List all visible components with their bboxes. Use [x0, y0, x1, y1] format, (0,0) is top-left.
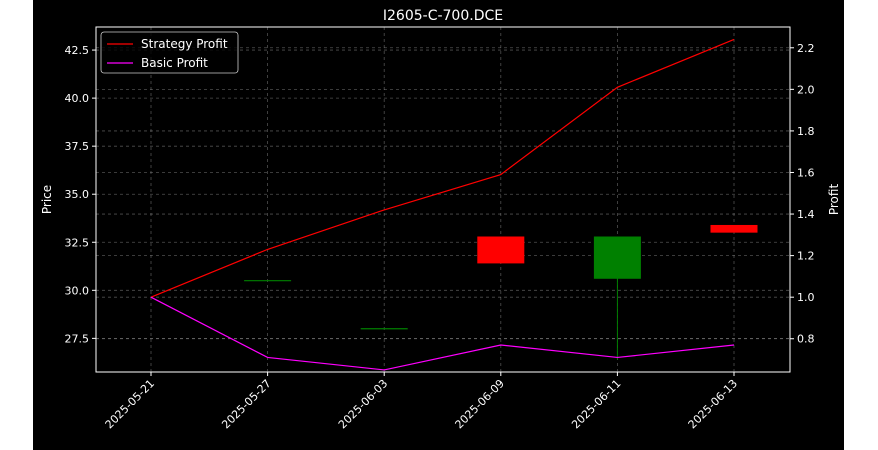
chart-svg: I2605-C-700.DCE 27.5 30.0 32.5 35.0 37.5 40.0… — [40, 8, 841, 431]
right-tick-label: 1.4 — [797, 208, 815, 221]
left-tick-label: 37.5 — [65, 140, 90, 153]
right-tick-label: 1.8 — [797, 125, 815, 138]
right-tick-label: 1.6 — [797, 166, 815, 179]
legend: Strategy Profit Basic Profit — [100, 31, 239, 74]
legend-label: Basic Profit — [141, 56, 208, 70]
candlesticks — [244, 224, 758, 360]
left-tick-label: 32.5 — [65, 236, 90, 249]
candle-body — [593, 236, 641, 279]
series-line-basic-profit — [150, 296, 735, 371]
candle-body — [710, 224, 758, 233]
right-tick-label: 0.8 — [797, 333, 815, 346]
grid-lines — [96, 27, 790, 372]
right-y-axis: 0.8 1.0 1.2 1.4 1.6 1.8 2.0 2.2 — [790, 42, 815, 346]
chart-title: I2605-C-700.DCE — [383, 8, 503, 24]
x-tick-label: 2025-06-13 — [686, 377, 740, 431]
x-tick-label: 2025-05-27 — [219, 377, 273, 431]
left-tick-label: 40.0 — [65, 92, 90, 105]
right-tick-label: 1.0 — [797, 291, 815, 304]
x-tick-label: 2025-05-21 — [103, 377, 157, 431]
left-axis-label: Price — [40, 185, 54, 214]
right-tick-label: 2.2 — [797, 42, 815, 55]
legend-box — [100, 31, 239, 74]
right-tick-label: 2.0 — [797, 83, 815, 96]
left-tick-label: 35.0 — [65, 188, 90, 201]
series-line-strategy-profit — [150, 38, 735, 298]
left-tick-label: 30.0 — [65, 284, 90, 297]
plot-frame — [95, 26, 791, 373]
profit-lines — [150, 38, 735, 371]
left-tick-label: 27.5 — [65, 332, 90, 345]
left-y-axis: 27.5 30.0 32.5 35.0 37.5 40.0 42.5 — [65, 44, 96, 345]
x-axis: 2025-05-21 2025-05-27 2025-06-03 2025-06-09… — [103, 372, 740, 431]
x-tick-label: 2025-06-09 — [453, 377, 507, 431]
x-tick-label: 2025-06-11 — [569, 377, 623, 431]
right-axis-label: Profit — [827, 184, 841, 216]
left-tick-label: 42.5 — [65, 44, 90, 57]
legend-label: Strategy Profit — [141, 37, 228, 51]
x-tick-label: 2025-06-03 — [336, 377, 390, 431]
right-tick-label: 1.2 — [797, 250, 815, 263]
chart-figure: I2605-C-700.DCE 27.5 30.0 32.5 35.0 37.5 40.0… — [33, 0, 844, 450]
candle-body — [477, 236, 525, 264]
